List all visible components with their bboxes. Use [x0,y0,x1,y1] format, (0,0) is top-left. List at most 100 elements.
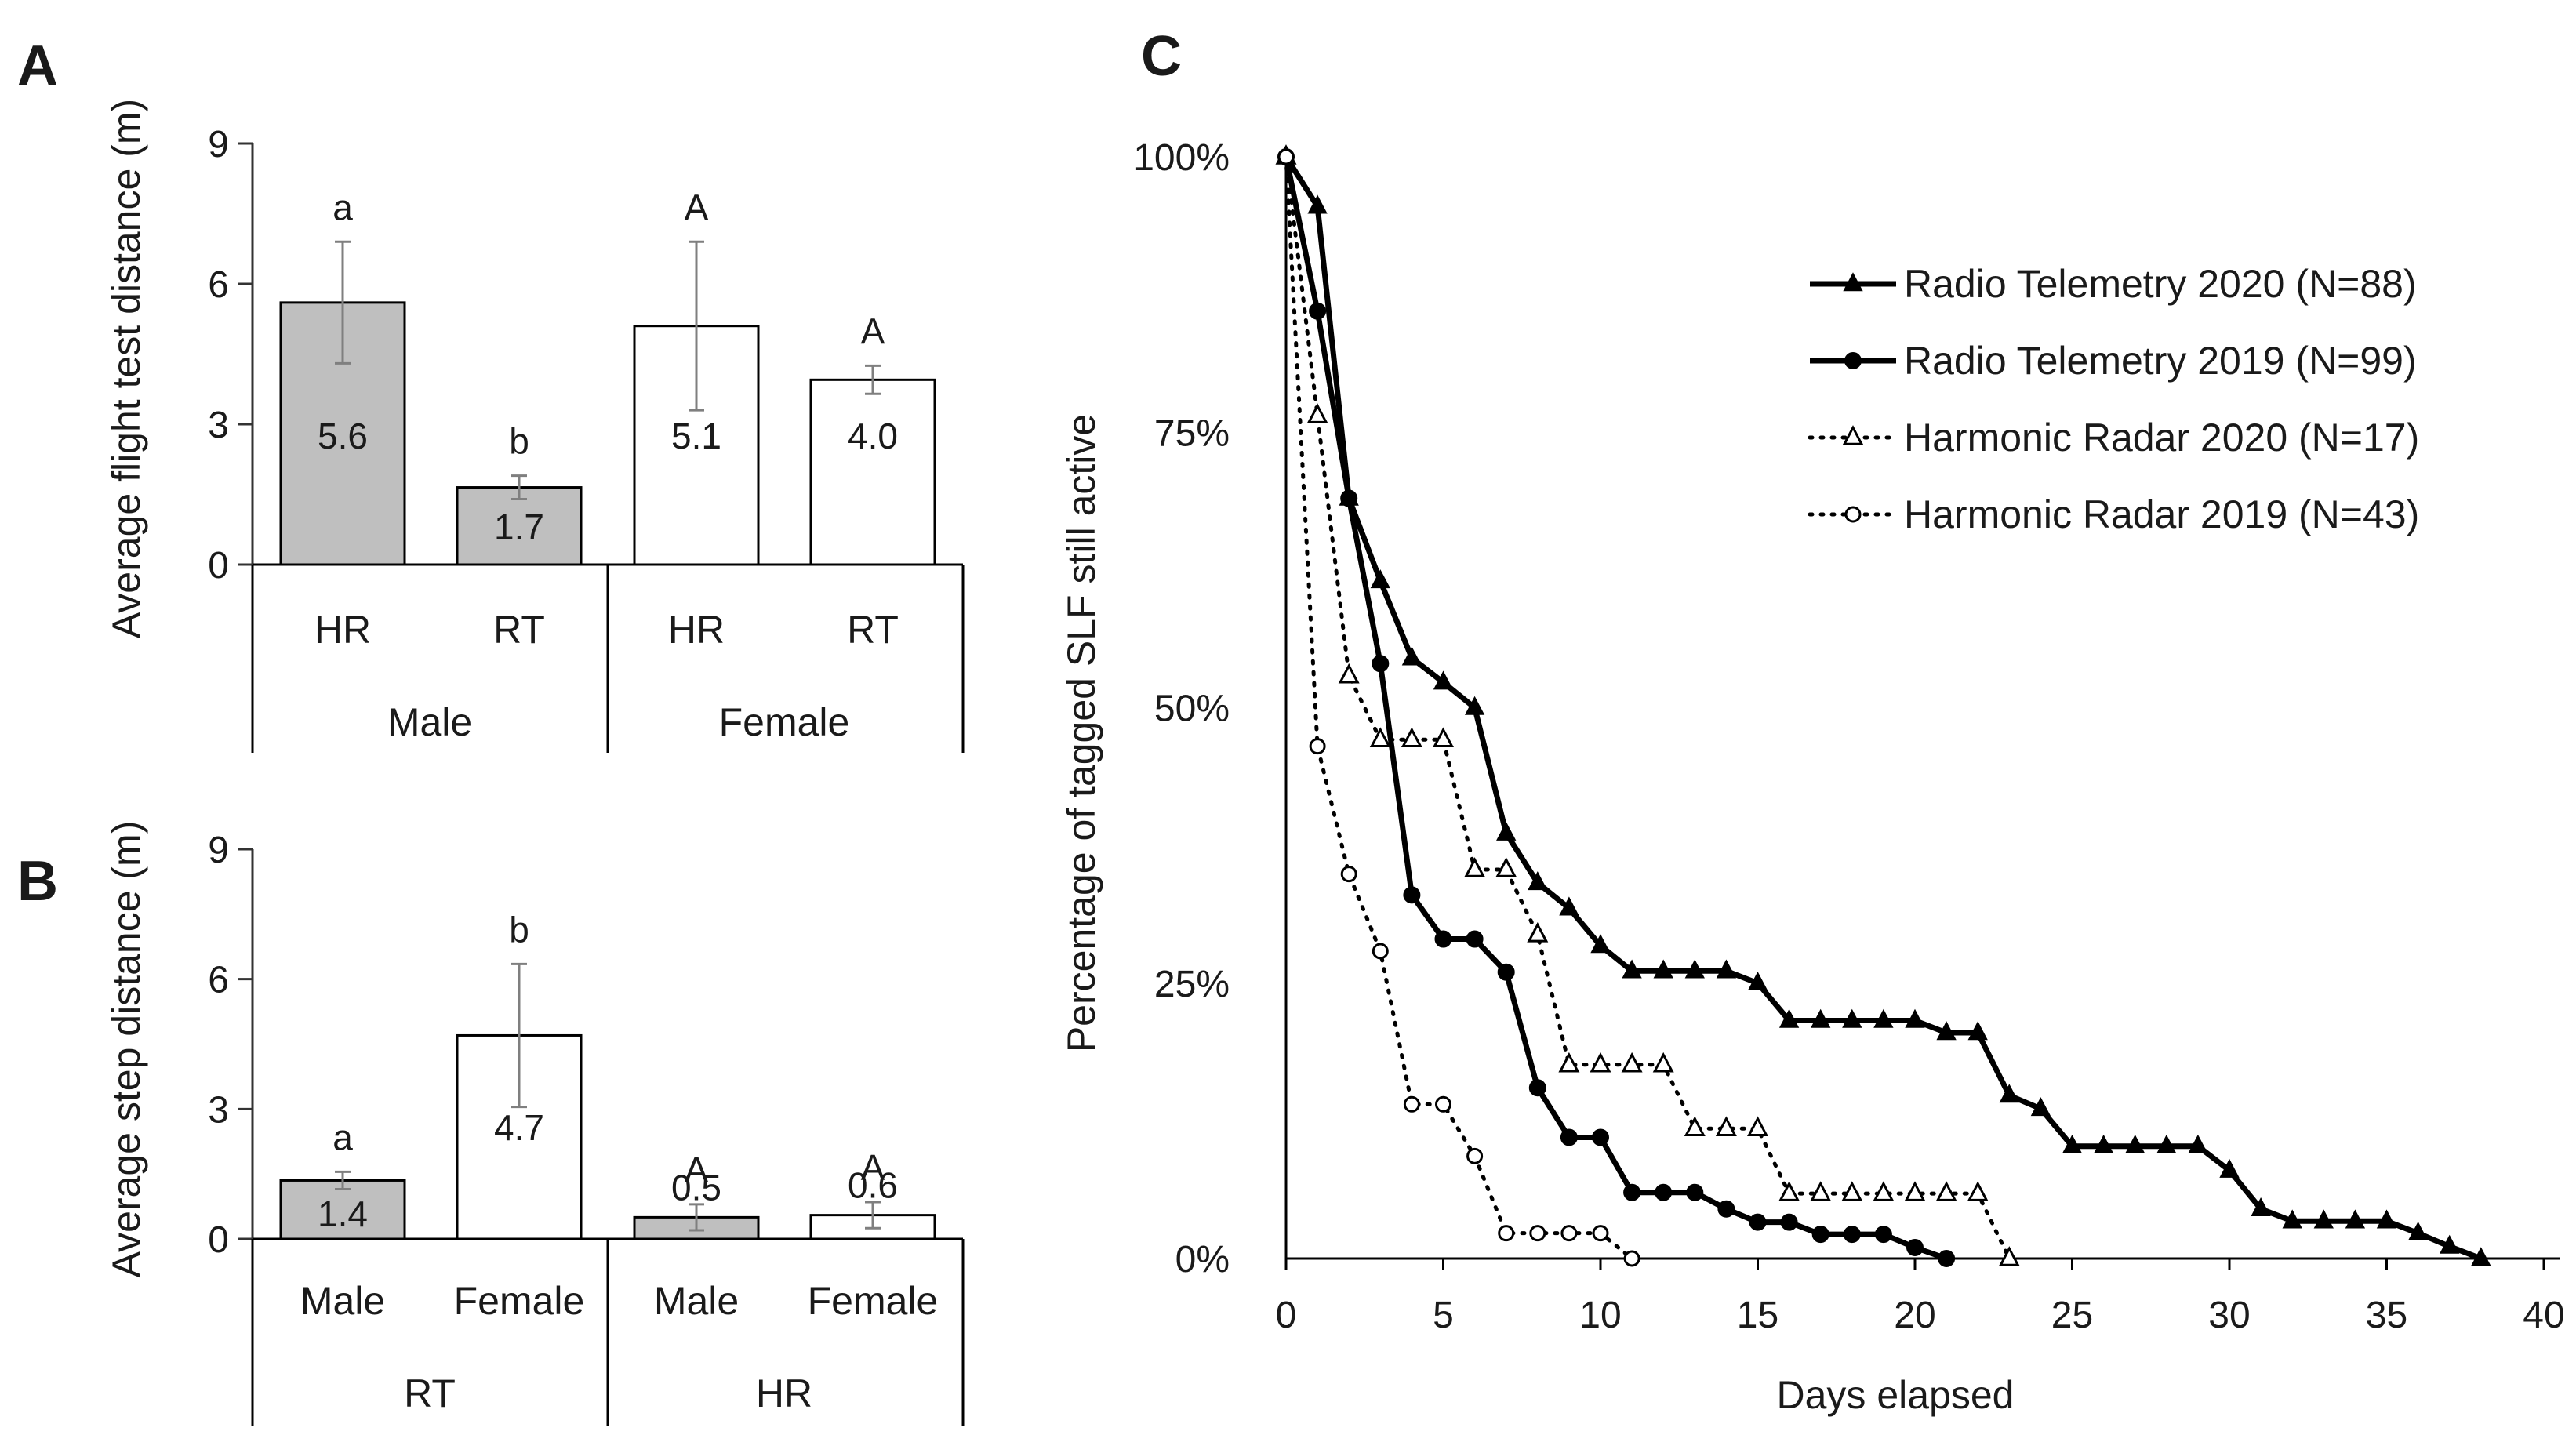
y-tick-label: 3 [208,405,229,446]
y-tick-label: 3 [208,1089,229,1131]
data-point-marker [1967,1181,1989,1201]
data-point-marker [1277,148,1295,165]
data-point-marker [2156,1134,2177,1153]
data-point-marker [1307,194,1328,214]
data-point-marker [1433,670,1454,690]
significance-letter: a [332,1117,353,1157]
data-point-marker [1810,1181,1832,1201]
y-tick-label: 25% [1154,964,1230,1005]
bar-value-label: 0.5 [671,1167,721,1208]
data-point-marker [1495,857,1517,877]
data-point-marker [2188,1134,2208,1153]
data-point-marker [1652,1052,1674,1073]
x-tick-label: 5 [1433,1295,1454,1336]
significance-letter: a [332,187,353,227]
data-point-marker [1466,930,1484,948]
panel-b-bar-chart: B Average step distance (m) 0 3 6 9 a 1.4 b 4.… [17,821,965,1426]
data-point-marker [1528,1079,1546,1097]
data-point-marker [2313,1209,2334,1229]
significance-letter: A [685,187,709,227]
x-category-label: HR [314,608,371,652]
data-point-marker [1873,1181,1895,1201]
data-point-marker [1936,1021,1957,1041]
data-point-marker [1623,1183,1641,1201]
error-bar [511,474,527,500]
data-point-marker [1466,1147,1484,1164]
data-point-marker [1905,1008,1925,1028]
data-point-marker [1747,971,1768,990]
data-point-marker [1967,1021,1988,1041]
data-point-marker [1528,871,1548,891]
y-tick-label: 6 [208,960,229,1001]
bar-value-label: 1.4 [318,1193,368,1234]
data-point-marker [1590,934,1611,954]
legend-entry: Radio Telemetry 2019 (N=99) [1810,339,2417,383]
panel-c-legend: Radio Telemetry 2020 (N=88) Radio Telemet… [1808,262,2419,536]
panel-b-y-ticks: 0 3 6 9 [208,830,253,1261]
data-point-marker [1403,886,1421,904]
data-point-marker [1372,655,1390,673]
error-bar [511,962,527,1109]
panel-b-axes: Male Female Male Female RT HR [251,849,965,1426]
data-point-marker [1338,663,1360,684]
panel-a-y-axis-title: Average flight test distance (m) [104,99,148,638]
data-point-marker [1369,727,1391,747]
x-tick-label: 30 [2208,1295,2250,1336]
x-category-label: Female [454,1279,585,1323]
bar-value-label: 5.6 [318,416,368,456]
x-tick-label: 20 [1894,1295,1935,1336]
data-point-marker [2471,1247,2491,1266]
data-point-marker [1999,1084,2019,1103]
error-bar [689,1203,704,1232]
data-point-marker [1842,1008,1862,1028]
series-4 [1277,148,1640,1267]
series-2 [1277,148,1956,1267]
panel-a-letter: A [17,35,58,97]
data-point-marker [1686,1183,1704,1201]
panel-b-letter: B [17,850,58,913]
error-bar [335,240,351,365]
data-point-marker [1778,1008,1800,1028]
x-tick-label: 15 [1737,1295,1778,1336]
legend-label: Harmonic Radar 2019 (N=43) [1904,492,2419,536]
data-point-marker [1780,1213,1798,1231]
data-point-marker [1592,1225,1609,1242]
data-point-marker [1749,1213,1767,1231]
data-point-marker [2125,1134,2145,1153]
bar-value-label: 5.1 [671,416,721,456]
data-point-marker [1715,1116,1737,1136]
significance-letter: A [685,1150,709,1190]
x-category-label: RT [493,608,545,652]
data-point-marker [1844,352,1862,369]
series-1 [1276,145,2491,1266]
y-tick-label: 0 [208,545,229,587]
significance-letter: A [861,311,885,351]
error-bar [335,1170,351,1190]
data-point-marker [1560,1225,1578,1242]
data-point-marker [1498,1225,1515,1242]
x-category-label: HR [668,608,725,652]
data-point-marker [1621,1052,1643,1073]
y-tick-label: 6 [208,264,229,306]
data-point-marker [1778,1181,1800,1201]
data-point-marker [1998,1246,2020,1266]
y-tick-label: 0% [1175,1239,1230,1280]
data-point-marker [1717,1200,1735,1218]
data-point-marker [1434,930,1452,948]
bar-female-rt [809,378,936,566]
data-point-marker [1433,727,1454,747]
series-line [1283,156,1948,1262]
bar-value-label: 0.6 [848,1165,898,1206]
panel-c-line-chart: C Percentage of tagged SLF still active … [1059,25,2565,1417]
data-point-marker [1842,425,1864,445]
data-point-marker [1655,1183,1673,1201]
significance-letter: A [861,1147,885,1188]
x-group-label: Male [387,700,472,744]
series-line [1284,155,2483,1262]
data-point-marker [2062,1134,2083,1153]
data-point-marker [1340,866,1357,883]
data-point-marker [1623,1250,1640,1267]
data-point-marker [1716,959,1737,979]
data-point-marker [2345,1209,2366,1229]
data-point-marker [1873,1008,1894,1028]
